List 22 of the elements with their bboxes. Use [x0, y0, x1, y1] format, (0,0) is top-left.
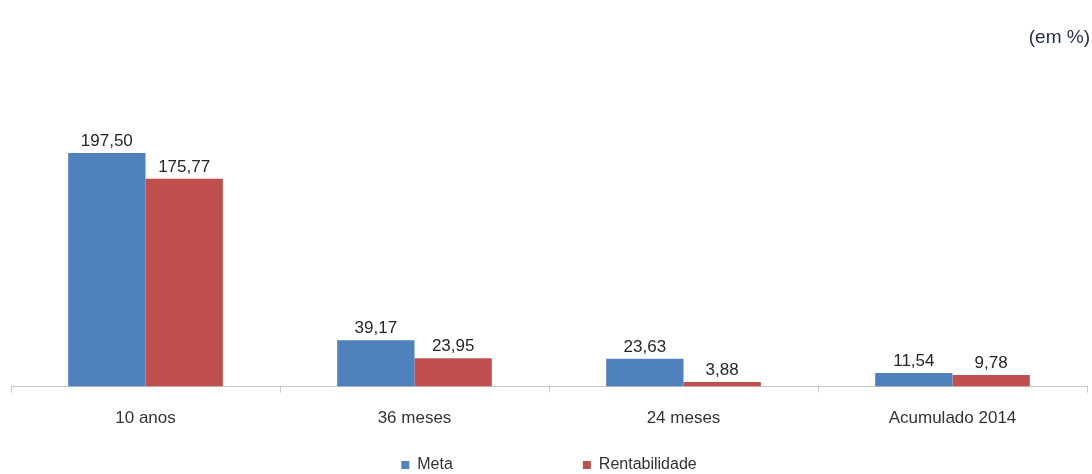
data-label: 11,54 [893, 351, 935, 371]
data-label: 9,78 [974, 353, 1008, 373]
data-label: 175,77 [158, 156, 211, 176]
bar [68, 152, 146, 387]
x-tick-label: 24 meses [646, 408, 721, 428]
data-label: 3,88 [705, 360, 739, 380]
data-label: 39,17 [354, 318, 398, 338]
x-tick-label: Acumulado 2014 [888, 408, 1017, 428]
x-tick-label: 36 meses [377, 408, 452, 428]
bar [606, 358, 684, 387]
text: (em %) [1028, 26, 1090, 48]
bar [337, 340, 415, 387]
legend-label: Rentabilidade [598, 455, 697, 473]
data-label: 23,95 [431, 336, 475, 356]
bar [414, 358, 492, 387]
data-label: 23,63 [623, 336, 667, 356]
legend-label: Meta [417, 455, 453, 473]
bar [875, 372, 953, 387]
bar [952, 375, 1030, 387]
x-tick-label: 10 anos [115, 408, 176, 428]
bar [145, 178, 223, 387]
data-label: 197,50 [80, 131, 133, 151]
